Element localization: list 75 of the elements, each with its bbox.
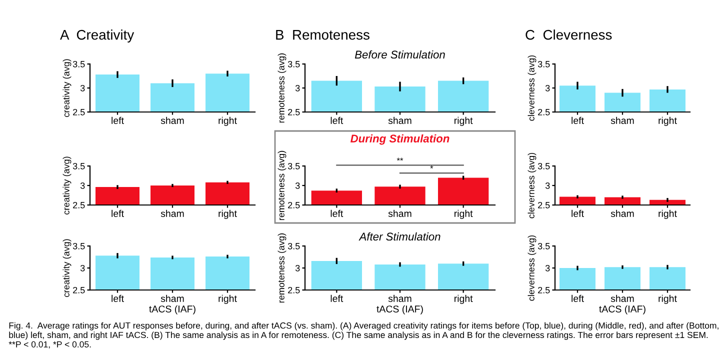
y-tick-label: 3.5 <box>72 242 85 250</box>
text: ** <box>396 158 404 161</box>
x-tick-label: left <box>112 210 124 217</box>
annotation: * <box>430 166 434 168</box>
y-tick-label: 3.5 <box>538 162 550 170</box>
x-tick-label: sham <box>160 116 184 124</box>
x-tick-label: left <box>112 116 124 124</box>
y-tick-label: 3 <box>545 84 550 92</box>
y-tick-label: 3 <box>295 182 300 189</box>
x-tick-label: right <box>218 294 237 304</box>
y-tick-label: 3 <box>80 264 85 272</box>
x-tick-label: right <box>454 294 473 304</box>
y-tick-label: 3.5 <box>288 60 300 68</box>
y-tick-label: 3.5 <box>72 162 85 170</box>
chart-title: After Stimulation <box>358 232 440 241</box>
x-axis-title: tACS (IAF) <box>599 305 646 314</box>
y-tick-label: 3.5 <box>288 242 300 250</box>
y-tick-label: 3 <box>545 182 550 189</box>
y-tick-label: 2.5 <box>73 202 85 208</box>
x-tick-label: right <box>658 294 677 304</box>
x-tick-label: sham <box>388 210 412 217</box>
x-tick-label: left <box>330 294 344 302</box>
y-tick-label: 3.5 <box>288 162 300 170</box>
x-tick-label: right <box>454 210 473 219</box>
y-tick-label: 2.5 <box>288 286 300 294</box>
x-tick-label: sham <box>160 210 184 217</box>
x-tick-label: right <box>454 116 473 126</box>
y-axis-title: remoteness (avg) <box>278 233 286 303</box>
y-tick-label: 3 <box>80 84 85 92</box>
y-axis-title: creativity (avg) <box>62 156 72 214</box>
y-tick-label: 2.5 <box>73 108 85 116</box>
y-tick-label: 3 <box>80 182 85 189</box>
x-tick-label: right <box>218 116 237 126</box>
y-tick-label: 3 <box>295 264 300 272</box>
chart-title: During Stimulation <box>350 134 450 145</box>
x-tick-label: left <box>572 294 584 302</box>
chart-subtitle: Before Stimulation <box>354 50 445 59</box>
y-tick-label: 3.5 <box>538 242 550 250</box>
chart-title: B Remoteness <box>276 30 370 40</box>
y-tick-label: 2.5 <box>538 108 550 116</box>
y-tick-label: 2.5 <box>538 202 550 208</box>
y-tick-label: 2.5 <box>288 108 300 116</box>
y-tick-label: 2.5 <box>73 286 85 294</box>
y-tick-label: 3 <box>545 264 550 272</box>
x-axis-title: tACS (IAF) <box>376 305 423 314</box>
x-tick-label: left <box>330 116 344 124</box>
y-axis-title: creativity (avg) <box>62 59 72 117</box>
caption: Fig. 4. Average ratings for AUT responses before, during, and after tACS (vs. sham). (A) Averaged creativity ratings for items before (Top, blue), during (Middle, red), and after (Bottom, blue) left, sham, and right IAF tACS. (B) The same analysis as in A for remoteness. (C) The same analysis as in A and B for the cleverness ratings. The error bars represent ±1 SEM. **P < 0.01, *P < 0.05. <box>8 322 718 349</box>
x-tick-label: sham <box>160 294 184 302</box>
y-tick-label: 3.5 <box>538 60 550 68</box>
x-axis-title: tACS (IAF) <box>149 305 196 314</box>
x-tick-label: left <box>572 116 584 124</box>
x-tick-label: right <box>658 116 677 126</box>
x-tick-label: sham <box>388 294 412 302</box>
y-axis-title: remoteness (avg) <box>278 53 286 123</box>
x-tick-label: sham <box>610 294 634 302</box>
y-axis-title: cleverness (avg) <box>528 55 536 121</box>
y-axis-title: cleverness (avg) <box>528 152 536 218</box>
y-tick-label: 3.5 <box>72 60 85 68</box>
y-tick-label: 2.5 <box>288 202 300 208</box>
x-tick-label: left <box>572 210 584 217</box>
x-tick-label: sham <box>610 116 634 124</box>
y-axis-title: creativity (avg) <box>62 239 72 297</box>
x-tick-label: left <box>112 294 124 302</box>
y-axis-title: remoteness (avg) <box>278 150 286 220</box>
chart-title: C Cleverness <box>526 30 612 40</box>
x-tick-label: right <box>658 210 677 219</box>
x-tick-label: left <box>330 210 344 217</box>
chart-title: A Creativity <box>60 30 134 42</box>
x-tick-label: sham <box>388 116 412 124</box>
y-axis-title: cleverness (avg) <box>528 235 536 301</box>
x-tick-label: right <box>218 210 237 219</box>
y-tick-label: 3 <box>295 84 300 92</box>
x-tick-label: sham <box>610 210 634 217</box>
y-tick-label: 2.5 <box>538 286 550 294</box>
